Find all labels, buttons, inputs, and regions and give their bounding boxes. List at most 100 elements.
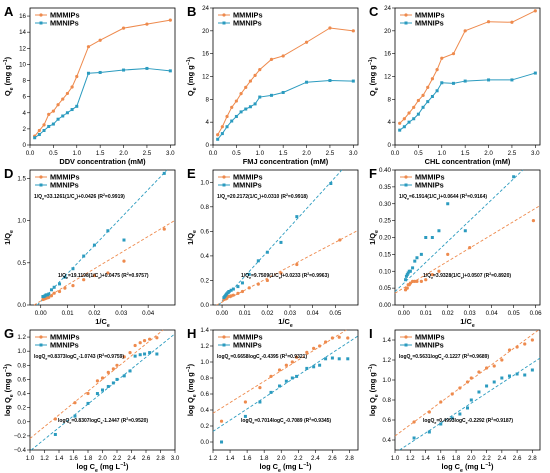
x-tick-label: 1.5 [279, 150, 288, 157]
panel-b: B 0.0 0.5 1.0 1.5 2.0 2.5 3.0 0 4 8 12 16 20 24 FMJ con… [186, 4, 359, 166]
data-point [281, 90, 285, 94]
legend-marker [222, 13, 226, 17]
data-point [411, 266, 415, 270]
fit-equation: 1/Qe=33.1261(1/Ce)+0.0426 (R2=0.9919) [34, 193, 125, 201]
y-tick-label: 8 [23, 78, 27, 85]
panel-label: F [369, 166, 377, 181]
data-point [236, 291, 240, 295]
data-point [440, 81, 444, 85]
y-tick-label: 0 [23, 142, 27, 149]
data-point [318, 363, 322, 367]
series-line [34, 67, 171, 139]
legend-label: MMNIPs [50, 181, 79, 190]
fit-line-mmnips [36, 169, 168, 306]
data-point [115, 377, 119, 381]
data-point [437, 269, 441, 273]
data-point [253, 102, 257, 106]
data-point [435, 89, 439, 93]
data-point [231, 287, 235, 291]
data-point [424, 236, 428, 239]
data-point [458, 412, 462, 416]
data-point [515, 372, 519, 376]
y-tick-label: 0.0 [17, 419, 26, 426]
data-point [148, 337, 152, 341]
y-tick-label: 12 [19, 45, 26, 52]
panel-i: I 1.0 1.2 1.4 1.6 1.8 2.0 2.2 2.4 2.6 2.8 0.4 0.6 0.8… [368, 326, 541, 473]
y-tick-label: 16 [202, 51, 209, 58]
fit-equation: logQe=0.6658logCe-0.4395 (R2=0.9321) [217, 353, 307, 361]
data-point [530, 338, 534, 342]
data-point [337, 335, 341, 339]
y-tick-label: 12 [202, 74, 209, 81]
legend-marker [39, 13, 43, 17]
data-point [531, 219, 536, 223]
data-point [86, 45, 91, 49]
panel-d: D 0.00 0.01 0.02 0.03 0.04 0.0 0.5 1.0 1.5 1/Ce 1/Q… [3, 166, 176, 329]
data-point [65, 91, 70, 96]
data-point [451, 52, 456, 56]
series-mmnips [398, 71, 537, 132]
series-mmmips [403, 219, 536, 292]
data-point [410, 279, 415, 283]
data-point [312, 346, 316, 350]
data-point [106, 370, 110, 374]
panel-label: C [369, 4, 379, 19]
data-point [71, 283, 75, 288]
data-point [398, 128, 402, 132]
legend-label: MMNIPs [415, 341, 444, 350]
data-point [49, 294, 54, 298]
data-point [530, 368, 534, 372]
y-axis-label: log Qe (mg g−1) [3, 363, 15, 416]
x-tick-label: 1.5 [96, 150, 105, 157]
x-tick-label: 0.01 [239, 310, 252, 317]
data-point [61, 97, 65, 101]
data-point [523, 373, 527, 377]
data-point [95, 392, 99, 396]
data-point [346, 336, 350, 340]
y-tick-label: 8 [388, 96, 392, 103]
legend-marker [404, 343, 408, 347]
y-axis-label: 1/Qe [368, 230, 380, 245]
data-point [398, 121, 402, 125]
x-tick-label: 1.0 [437, 150, 446, 157]
data-point [265, 278, 269, 283]
panel-label: G [4, 326, 14, 341]
data-point [450, 416, 454, 420]
data-point [500, 376, 504, 380]
data-point [515, 345, 519, 349]
data-point [216, 133, 220, 137]
plot-frame [394, 7, 541, 146]
data-point [253, 73, 257, 77]
panel-h: H 1.2 1.4 1.6 1.8 2.0 2.2 2.4 2.6 2.8 0.0 0.2 0.4 0.6… [186, 326, 359, 473]
data-point [111, 381, 115, 385]
y-tick-label: 0.0 [17, 302, 26, 309]
data-point [58, 282, 62, 286]
x-tick-label: 2.0 [467, 455, 476, 462]
legend-marker [222, 335, 226, 339]
data-point [75, 104, 79, 108]
data-point [430, 273, 434, 277]
legend-label: MMNIPs [233, 181, 262, 190]
data-point [243, 414, 247, 418]
data-point [533, 71, 537, 75]
panel-label: I [369, 326, 373, 341]
data-point [330, 336, 335, 340]
data-point [258, 68, 262, 72]
legend-label: MMNIPs [233, 341, 262, 350]
data-point [122, 374, 126, 378]
y-tick-label: 0.2 [200, 277, 209, 284]
legend-marker [39, 335, 43, 339]
series-mmmips [53, 336, 159, 421]
data-point [240, 289, 245, 294]
data-point [225, 114, 229, 119]
series-mmnips [53, 351, 159, 436]
x-tick-label: 0.02 [88, 310, 101, 317]
data-point [244, 107, 248, 111]
panel-label: H [187, 326, 196, 341]
plot-frame [29, 7, 176, 146]
data-point [337, 357, 341, 361]
data-point [52, 285, 56, 289]
data-point [258, 386, 262, 390]
fit-line-mmmips [33, 219, 176, 306]
y-axis-label: 1/Qe [3, 230, 15, 245]
